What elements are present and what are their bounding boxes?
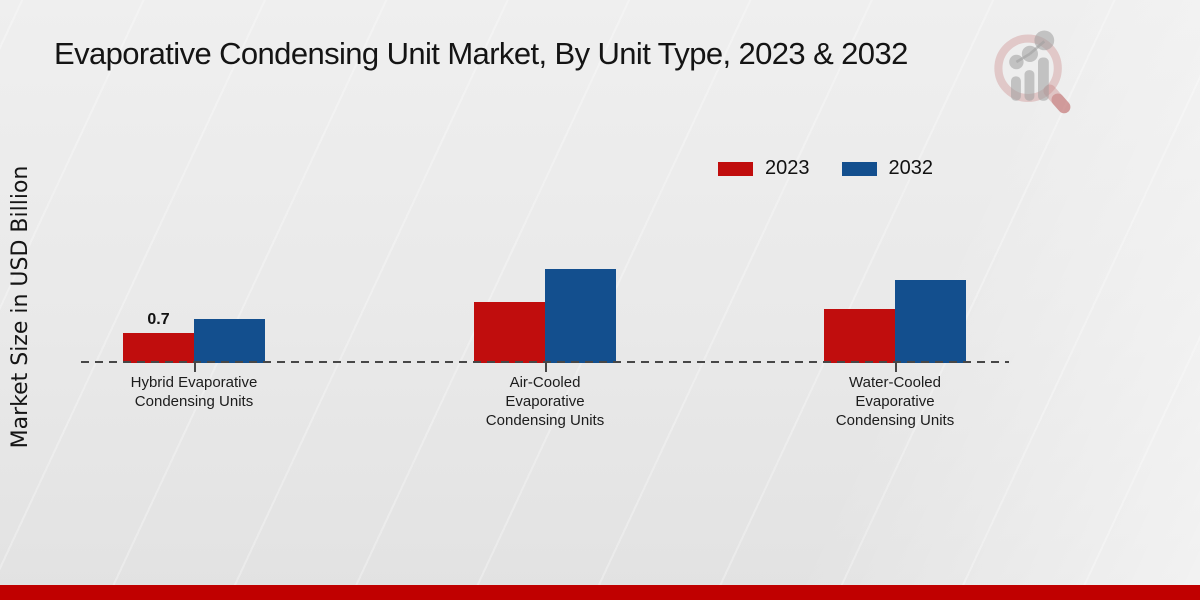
bottom-red-band [0, 585, 1200, 600]
bar-2023-group1 [123, 333, 194, 363]
x-axis-tick [545, 363, 547, 372]
legend-swatch-2032 [841, 161, 877, 176]
bar-value-label: 0.7 [147, 311, 170, 328]
x-axis-tick [895, 363, 897, 372]
category-label: Hybrid Evaporative Condensing Units [130, 374, 258, 410]
category-label: Air-Cooled Evaporative Condensing Units [485, 374, 605, 429]
bar-2023-group2 [474, 302, 545, 363]
legend-label: 2032 [888, 157, 934, 179]
legend-swatch-2023 [718, 161, 753, 176]
legend-item-2032: 2032 [841, 157, 934, 180]
bar-chart-magnifier-icon [994, 30, 1071, 114]
chart-title: Evaporative Condensing Unit Market, By U… [54, 36, 908, 71]
bar-2032-group1 [194, 319, 265, 363]
legend-item-2023: 2023 [718, 157, 810, 180]
y-axis-label: Market Size in USD Billion [8, 165, 33, 449]
legend-label: 2023 [765, 157, 810, 179]
x-axis-dashed-line [81, 361, 1009, 363]
legend: 2023 2032 [718, 157, 933, 180]
x-axis-tick [194, 363, 196, 372]
category-label: Water-Cooled Evaporative Condensing Unit… [835, 374, 955, 429]
bar-2032-group3 [895, 280, 966, 363]
bar-2032-group2 [545, 269, 616, 363]
bar-2023-group3 [824, 309, 895, 363]
